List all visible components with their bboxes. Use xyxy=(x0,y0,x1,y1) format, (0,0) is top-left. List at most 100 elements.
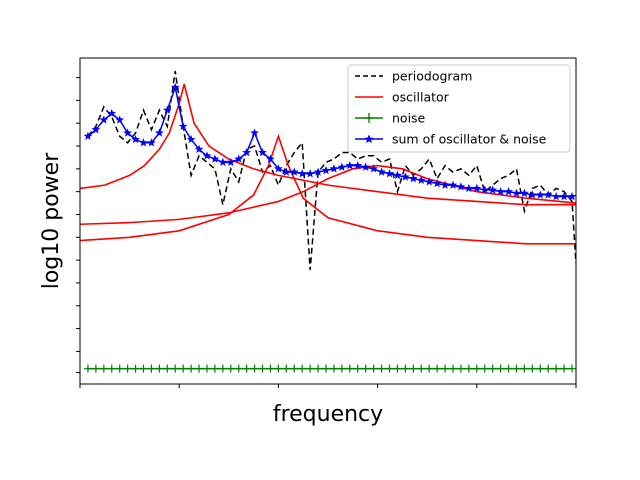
noise-point xyxy=(179,364,188,373)
noise-point xyxy=(417,364,426,373)
noise-point xyxy=(123,364,132,373)
noise-point xyxy=(433,364,442,373)
noise-point xyxy=(345,364,354,373)
sum-point xyxy=(107,108,117,118)
noise-point xyxy=(448,364,457,373)
noise-point xyxy=(488,364,497,373)
sum-point xyxy=(385,169,394,178)
sum-point xyxy=(345,160,355,170)
sum-point xyxy=(393,170,402,180)
sum-point xyxy=(202,151,212,160)
sum-point xyxy=(194,144,204,153)
noise-point xyxy=(441,364,450,373)
noise-point xyxy=(425,364,434,373)
sum-point xyxy=(218,157,228,167)
noise-point xyxy=(560,364,569,373)
sum-point xyxy=(472,183,482,193)
noise-point xyxy=(187,364,196,373)
sum-point xyxy=(297,169,307,178)
legend-item-periodogram: periodogram xyxy=(355,69,472,84)
sum-point xyxy=(543,190,553,199)
noise-point xyxy=(329,364,338,373)
svg-text:periodogram: periodogram xyxy=(392,69,472,84)
svg-text:sum of oscillator & noise: sum of oscillator & noise xyxy=(392,132,547,147)
legend-star-marker xyxy=(364,134,374,143)
noise-point xyxy=(568,364,576,373)
noise-point xyxy=(91,364,100,373)
noise-point xyxy=(218,364,227,373)
noise-point xyxy=(139,364,148,373)
noise-point xyxy=(282,364,291,373)
sum-point xyxy=(139,138,148,147)
noise-point xyxy=(202,364,211,373)
sum-point xyxy=(488,185,498,194)
sum-point xyxy=(440,180,450,189)
series-noise xyxy=(83,364,576,373)
noise-point xyxy=(99,364,108,373)
noise-point xyxy=(306,364,315,373)
legend-item-noise: noise xyxy=(355,111,426,126)
sum-point xyxy=(281,167,291,176)
sum-point xyxy=(242,147,252,157)
series-periodogram xyxy=(87,70,576,270)
sum-point xyxy=(480,185,490,194)
noise-point xyxy=(504,364,513,373)
sum-point xyxy=(424,177,434,186)
noise-point xyxy=(377,364,386,373)
noise-point xyxy=(147,364,156,373)
svg-text:noise: noise xyxy=(392,111,426,126)
legend-item-sum: sum of oscillator & noise xyxy=(355,132,547,147)
sum-point xyxy=(504,187,513,196)
noise-point xyxy=(520,364,529,373)
series-layer xyxy=(80,70,576,373)
noise-point xyxy=(512,364,521,373)
sum-point xyxy=(305,169,315,178)
noise-point xyxy=(322,364,331,373)
sum-point xyxy=(266,154,275,163)
sum-point xyxy=(170,82,180,92)
plot-frame xyxy=(79,57,577,385)
sum-point xyxy=(321,165,331,175)
sum-point xyxy=(123,128,132,137)
noise-point xyxy=(298,364,307,373)
noise-point xyxy=(290,364,299,373)
periodogram-line xyxy=(87,70,576,270)
noise-point xyxy=(536,364,545,373)
sum-point xyxy=(551,191,561,201)
noise-point xyxy=(274,364,283,373)
sum-point xyxy=(559,191,569,201)
sum-point xyxy=(401,172,410,181)
sum-point xyxy=(535,190,545,199)
legend-box xyxy=(347,64,571,153)
noise-point xyxy=(163,364,172,373)
noise-point xyxy=(464,364,473,373)
noise-point xyxy=(496,364,505,373)
sum-point xyxy=(408,174,418,183)
noise-point xyxy=(107,364,116,373)
noise-point xyxy=(266,364,275,373)
noise-point xyxy=(385,364,394,373)
noise-point xyxy=(393,364,402,373)
svg-text:oscillator: oscillator xyxy=(392,90,450,105)
noise-point xyxy=(131,364,140,373)
sum-point xyxy=(416,175,426,184)
sum-point xyxy=(432,178,442,188)
sum-point xyxy=(456,182,466,191)
sum-point xyxy=(369,164,379,173)
sum-point xyxy=(329,164,339,173)
sum-point xyxy=(313,167,323,176)
noise-point xyxy=(242,364,251,373)
noise-point xyxy=(83,364,92,373)
noise-point xyxy=(155,364,164,373)
sum-point xyxy=(464,183,474,193)
sum-point xyxy=(154,128,164,137)
series-sum-of-oscillator-noise xyxy=(83,82,576,201)
noise-point xyxy=(210,364,219,373)
sum-point xyxy=(377,167,386,176)
noise-point xyxy=(456,364,465,373)
sum-point xyxy=(353,160,363,170)
sum-point xyxy=(258,147,267,157)
sum-point xyxy=(178,121,188,131)
legend-item-oscillator: oscillator xyxy=(355,90,450,105)
